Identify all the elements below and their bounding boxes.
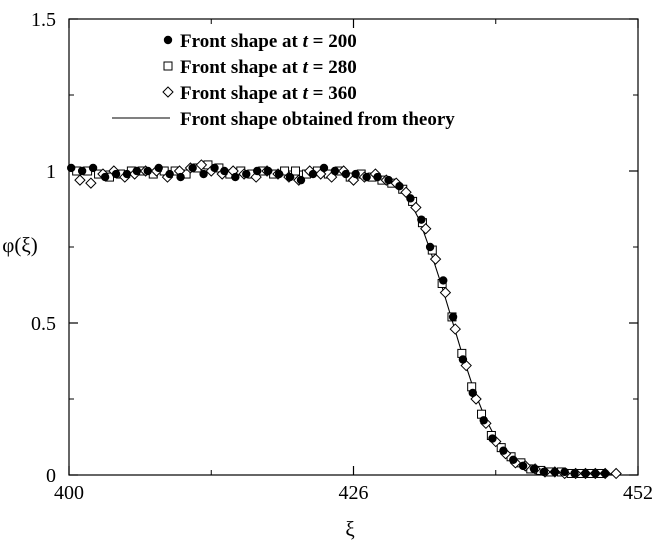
data-point-filled-circle: [468, 388, 477, 398]
data-point-filled-circle: [341, 169, 351, 179]
y-tick-label: 0.5: [31, 313, 56, 335]
data-point-filled-circle: [210, 163, 219, 173]
data-point-filled-circle: [66, 163, 76, 173]
y-tick-label: 1: [46, 161, 56, 183]
data-point-filled-circle: [274, 169, 284, 179]
legend-item: Front shape at t = 360: [162, 83, 357, 104]
data-point-filled-circle: [518, 461, 528, 471]
x-tick-label: 426: [339, 482, 369, 504]
data-point-filled-circle: [122, 169, 132, 179]
legend-symbol-filled-circle: [163, 35, 173, 45]
data-point-filled-circle: [231, 172, 240, 182]
data-point-filled-circle: [395, 182, 404, 191]
data-point-filled-circle: [132, 166, 142, 176]
data-point-open-diamond: [410, 201, 422, 214]
data-point-filled-circle: [111, 169, 121, 179]
data-point-open-diamond: [420, 223, 432, 235]
legend-symbol-open-diamond: [162, 86, 174, 98]
data-point-filled-circle: [188, 163, 197, 173]
x-tick-label: 400: [54, 482, 84, 504]
series-open-square: [72, 160, 606, 478]
data-point-filled-circle: [176, 172, 185, 182]
data-point-filled-circle: [499, 446, 508, 455]
data-point-filled-circle: [308, 169, 318, 179]
data-point-filled-circle: [417, 215, 426, 224]
data-point-filled-circle: [479, 416, 488, 425]
data-point-filled-circle: [439, 276, 448, 285]
data-point-filled-circle: [539, 467, 549, 477]
data-point-open-diamond: [195, 159, 208, 171]
data-point-filled-circle: [448, 312, 458, 322]
data-point-open-square: [291, 166, 301, 176]
data-point-filled-circle: [550, 467, 560, 477]
data-point-filled-circle: [88, 163, 98, 173]
data-point-filled-circle: [319, 163, 329, 173]
data-point-filled-circle: [143, 166, 152, 176]
data-point-filled-circle: [296, 175, 306, 185]
legend: Front shape at t = 200 Front shape at t =…: [112, 31, 455, 130]
legend-label: Front shape at t = 280: [180, 57, 357, 78]
data-point-filled-circle: [77, 166, 87, 176]
axis-tick-labels: 400 426 452 0 0.5 1 1.5: [31, 9, 653, 504]
legend-label: Front shape obtained from theory: [180, 109, 455, 130]
data-point-filled-circle: [581, 469, 590, 478]
data-point-open-diamond: [449, 323, 461, 335]
legend-item: Front shape at t = 200: [163, 31, 357, 52]
data-point-open-diamond: [610, 467, 622, 480]
data-point-filled-circle: [351, 169, 360, 179]
data-point-filled-circle: [600, 469, 610, 478]
y-tick-label: 0: [46, 465, 56, 487]
legend-item: Front shape obtained from theory: [112, 109, 455, 130]
data-series: [66, 159, 622, 480]
legend-label: Front shape at t = 360: [180, 83, 357, 104]
data-point-open-diamond: [439, 286, 452, 299]
data-point-filled-circle: [242, 169, 251, 179]
legend-item: Front shape at t = 280: [163, 57, 357, 78]
data-point-filled-circle: [253, 166, 262, 176]
data-point-filled-circle: [406, 194, 415, 203]
axis-ticks: [68, 18, 639, 476]
data-point-filled-circle: [570, 469, 579, 478]
data-point-filled-circle: [285, 172, 295, 182]
series-filled-circle: [66, 163, 610, 478]
data-point-filled-circle: [100, 172, 110, 182]
data-point-filled-circle: [220, 166, 229, 176]
data-point-filled-circle: [384, 175, 393, 185]
data-point-filled-circle: [330, 166, 340, 176]
data-point-filled-circle: [560, 467, 569, 477]
data-point-filled-circle: [263, 166, 273, 176]
data-point-filled-circle: [529, 464, 539, 474]
data-point-filled-circle: [199, 169, 208, 179]
data-point-filled-circle: [509, 455, 518, 464]
data-point-filled-circle: [373, 172, 382, 182]
data-point-open-diamond: [429, 253, 442, 265]
series-open-diamond: [74, 159, 622, 480]
y-tick-label: 1.5: [31, 9, 56, 31]
legend-symbol-open-square: [163, 61, 173, 71]
x-axis-label: ξ: [345, 517, 354, 541]
legend-label: Front shape at t = 200: [180, 31, 357, 52]
x-tick-label: 452: [623, 482, 653, 504]
data-point-open-diamond: [85, 177, 97, 189]
theory-line: [69, 170, 617, 476]
data-point-open-diamond: [74, 174, 86, 186]
data-point-filled-circle: [488, 434, 497, 443]
data-point-filled-circle: [591, 469, 600, 478]
y-axis-label: φ(ξ): [2, 233, 37, 257]
data-point-filled-circle: [165, 169, 174, 179]
data-point-filled-circle: [425, 242, 435, 252]
data-point-filled-circle: [362, 172, 371, 182]
data-point-filled-circle: [458, 355, 468, 364]
data-point-filled-circle: [154, 163, 163, 173]
